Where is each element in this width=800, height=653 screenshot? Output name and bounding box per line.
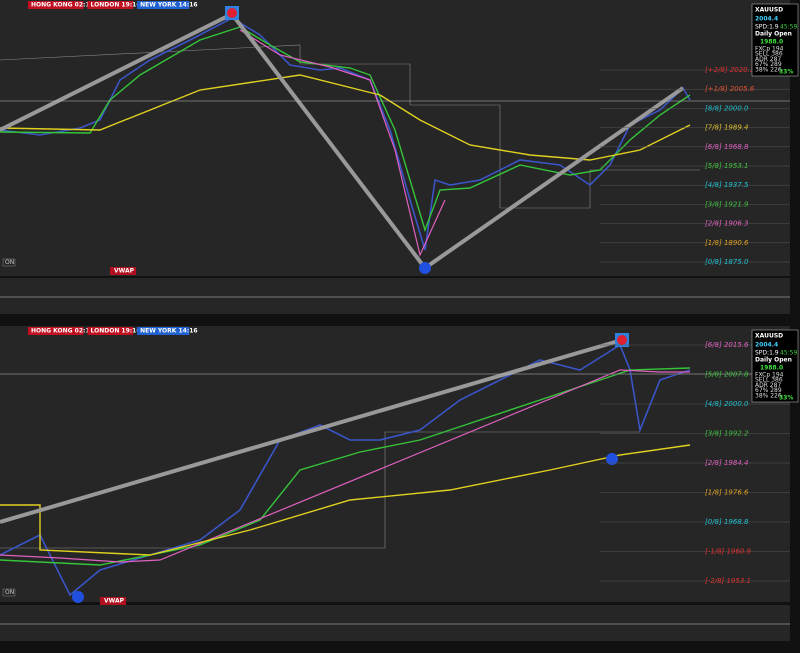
boxes (0, 44, 700, 209)
sub-window (0, 605, 790, 641)
panel-row: 67% 289 (755, 61, 782, 68)
on-box (2, 588, 16, 597)
level-label: [8/8] 2000.0 (705, 104, 749, 112)
panel-row: SELL 386 (755, 377, 783, 384)
on-label: ON (5, 259, 14, 266)
main-area (0, 0, 790, 276)
panel-row: 38% 226 (755, 66, 782, 73)
info-panel (751, 329, 799, 403)
pct: 33% (779, 69, 793, 76)
boxes (0, 431, 640, 549)
on-box (2, 258, 16, 267)
price (0, 343, 691, 597)
session-label: LONDON 19:16 (91, 2, 141, 9)
top-marker-icon (617, 335, 627, 345)
level-label: [2/8] 1984.4 (705, 459, 748, 467)
open: 1988.0 (760, 39, 783, 46)
ma-pink (239, 29, 446, 257)
panel-row: ADR 287 (755, 56, 781, 63)
vwap-badge (110, 267, 136, 275)
vwap-label: VWAP (104, 598, 125, 605)
level-label: [3/8] 1921.9 (705, 200, 749, 208)
session-badge (87, 1, 134, 9)
open: 1988.0 (760, 365, 783, 372)
price: 2004.4 (755, 16, 778, 23)
level-label: [3/8] 1992.2 (705, 430, 749, 438)
panel-row: 38% 226 (755, 392, 782, 399)
vwap-label: VWAP (114, 268, 135, 275)
pct: 33% (779, 395, 793, 402)
session-label: HONG KONG 02:16 (31, 328, 94, 335)
session-label: LONDON 19:16 (91, 328, 141, 335)
session-label: NEW YORK 14:16 (140, 2, 198, 9)
session-badge (137, 1, 190, 9)
bottom-marker (72, 591, 84, 603)
level-label: [+1/8] 2005.6 (705, 85, 755, 93)
symbol: XAUUSD (755, 7, 783, 14)
level-label: [7/8] 1989.4 (705, 124, 748, 132)
chart-top (0, 0, 790, 314)
level-label: [6/8] 2015.6 (705, 341, 749, 349)
price: 2004.4 (755, 342, 778, 349)
vwap-badge (100, 597, 126, 605)
panel-row: 67% 289 (755, 387, 782, 394)
level-label: [+2/8] 2020.3 (705, 66, 754, 74)
sub-window (0, 278, 790, 314)
bottom-marker (419, 262, 431, 274)
level-label: [5/8] 1953.1 (705, 162, 748, 170)
zigzag (0, 11, 685, 271)
top-marker-icon (227, 8, 237, 18)
level-label: [-2/8] 1953.1 (705, 577, 751, 585)
level-label: [4/8] 1937.5 (705, 181, 749, 189)
symbol: XAUUSD (755, 333, 783, 340)
chart-bottom (0, 326, 790, 641)
ma-yellow (0, 74, 691, 161)
session-badge (28, 327, 84, 335)
session-badge (28, 1, 84, 9)
level-label: [0/8] 1968.8 (705, 518, 749, 526)
level-label: [2/8] 1906.3 (705, 220, 748, 228)
on-label: ON (5, 589, 14, 596)
info-panel (751, 3, 799, 77)
bottom-marker (606, 453, 618, 465)
open-label: Daily Open (755, 31, 792, 38)
price (0, 17, 691, 251)
level-label: [5/8] 2007.8 (705, 371, 749, 379)
zigzag (0, 338, 623, 524)
level-label: [-1/8] 1960.9 (705, 548, 752, 556)
ma-green (0, 26, 691, 233)
open-label: Daily Open (755, 357, 792, 364)
ma-green (0, 367, 691, 566)
timer: 45:59 (780, 24, 797, 31)
level-label: [1/8] 1890.6 (705, 239, 749, 247)
session-label: NEW YORK 14:16 (140, 328, 198, 335)
ma-yellow (0, 444, 691, 556)
spread: SPD:1.9 (755, 350, 779, 357)
timer: 45:59 (780, 350, 797, 357)
ma-pink (0, 369, 690, 563)
level-label: [6/8] 1968.8 (705, 143, 749, 151)
level-label: [4/8] 2000.0 (705, 400, 749, 408)
panel-row: FXCp 194 (755, 372, 784, 379)
session-badge (137, 327, 190, 335)
level-label: [0/8] 1875.0 (705, 258, 749, 266)
session-badge (87, 327, 134, 335)
level-label: [1/8] 1976.6 (705, 489, 749, 497)
panel-row: SELL 386 (755, 51, 783, 58)
panel-row: FXCp 194 (755, 46, 784, 53)
spread: SPD:1.9 (755, 24, 779, 31)
panel-row: ADR 287 (755, 382, 781, 389)
session-label: HONG KONG 02:16 (31, 2, 94, 9)
